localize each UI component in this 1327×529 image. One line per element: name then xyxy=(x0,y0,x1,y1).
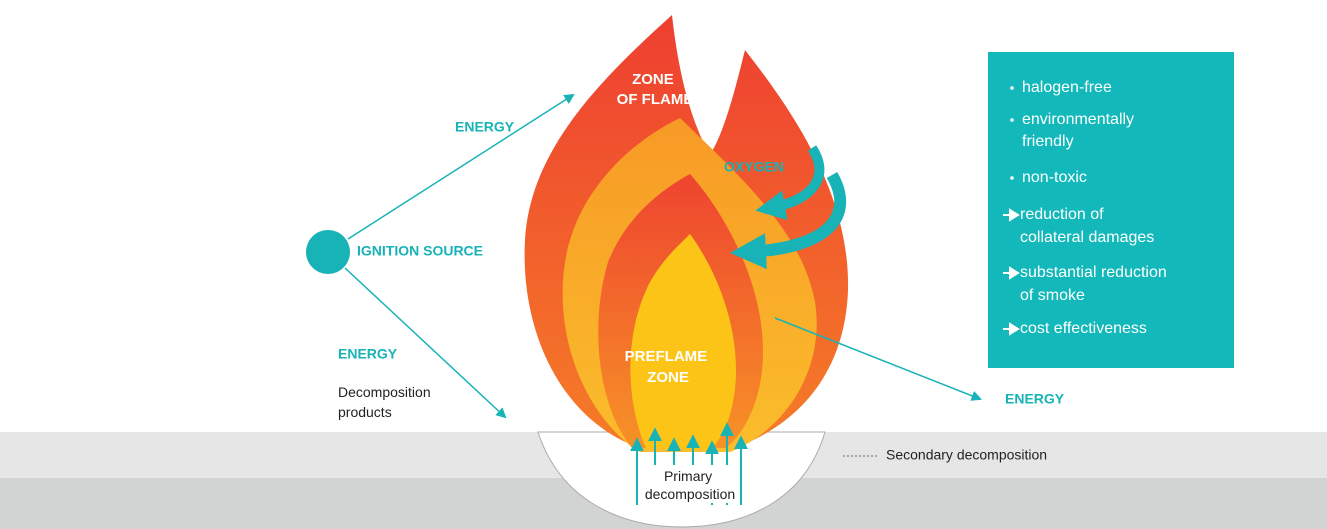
feature: halogen-free xyxy=(1022,79,1112,96)
energy-label: ENERGY xyxy=(1005,391,1065,407)
zone-of-flame-label: ZONE OF FLAME xyxy=(617,71,694,108)
preflame-core xyxy=(630,234,736,450)
feature: non-toxic xyxy=(1022,169,1087,186)
benefit: substantial reduction of smoke xyxy=(1020,264,1167,304)
bullet xyxy=(1010,86,1014,90)
oxygen-arrow xyxy=(755,145,825,221)
arrow-bullet xyxy=(1003,208,1020,222)
oxygen-arrow xyxy=(730,172,847,270)
benefit: reduction of collateral damages xyxy=(1020,206,1154,246)
preflame-zone-label: PREFLAME ZONE xyxy=(625,348,712,386)
properties-list: halogen-free environmentally friendly non… xyxy=(1003,79,1167,337)
oxygen-label: OXYGEN xyxy=(724,159,784,175)
feature: environmentally friendly xyxy=(1022,111,1134,150)
arrow-bullet xyxy=(1003,322,1020,336)
energy-arrow xyxy=(347,93,575,240)
benefit: cost effectiveness xyxy=(1020,320,1147,337)
energy-arrow xyxy=(344,267,507,419)
arrow-bullet xyxy=(1003,266,1020,280)
decomposition-products-label: Decomposition products xyxy=(338,384,435,420)
ignition-source-icon xyxy=(306,230,350,274)
label-bg xyxy=(645,465,737,503)
properties-box xyxy=(988,52,1234,368)
bullet xyxy=(1010,176,1014,180)
primary-decomposition-label: Primary decomposition xyxy=(645,468,735,502)
energy-label: ENERGY xyxy=(455,119,515,135)
secondary-decomposition-label: Secondary decomposition xyxy=(886,447,1047,463)
bullet xyxy=(1010,118,1014,122)
energy-label: ENERGY xyxy=(338,346,398,362)
energy-arrow xyxy=(774,317,982,401)
ignition-source-label: IGNITION SOURCE xyxy=(357,243,483,259)
